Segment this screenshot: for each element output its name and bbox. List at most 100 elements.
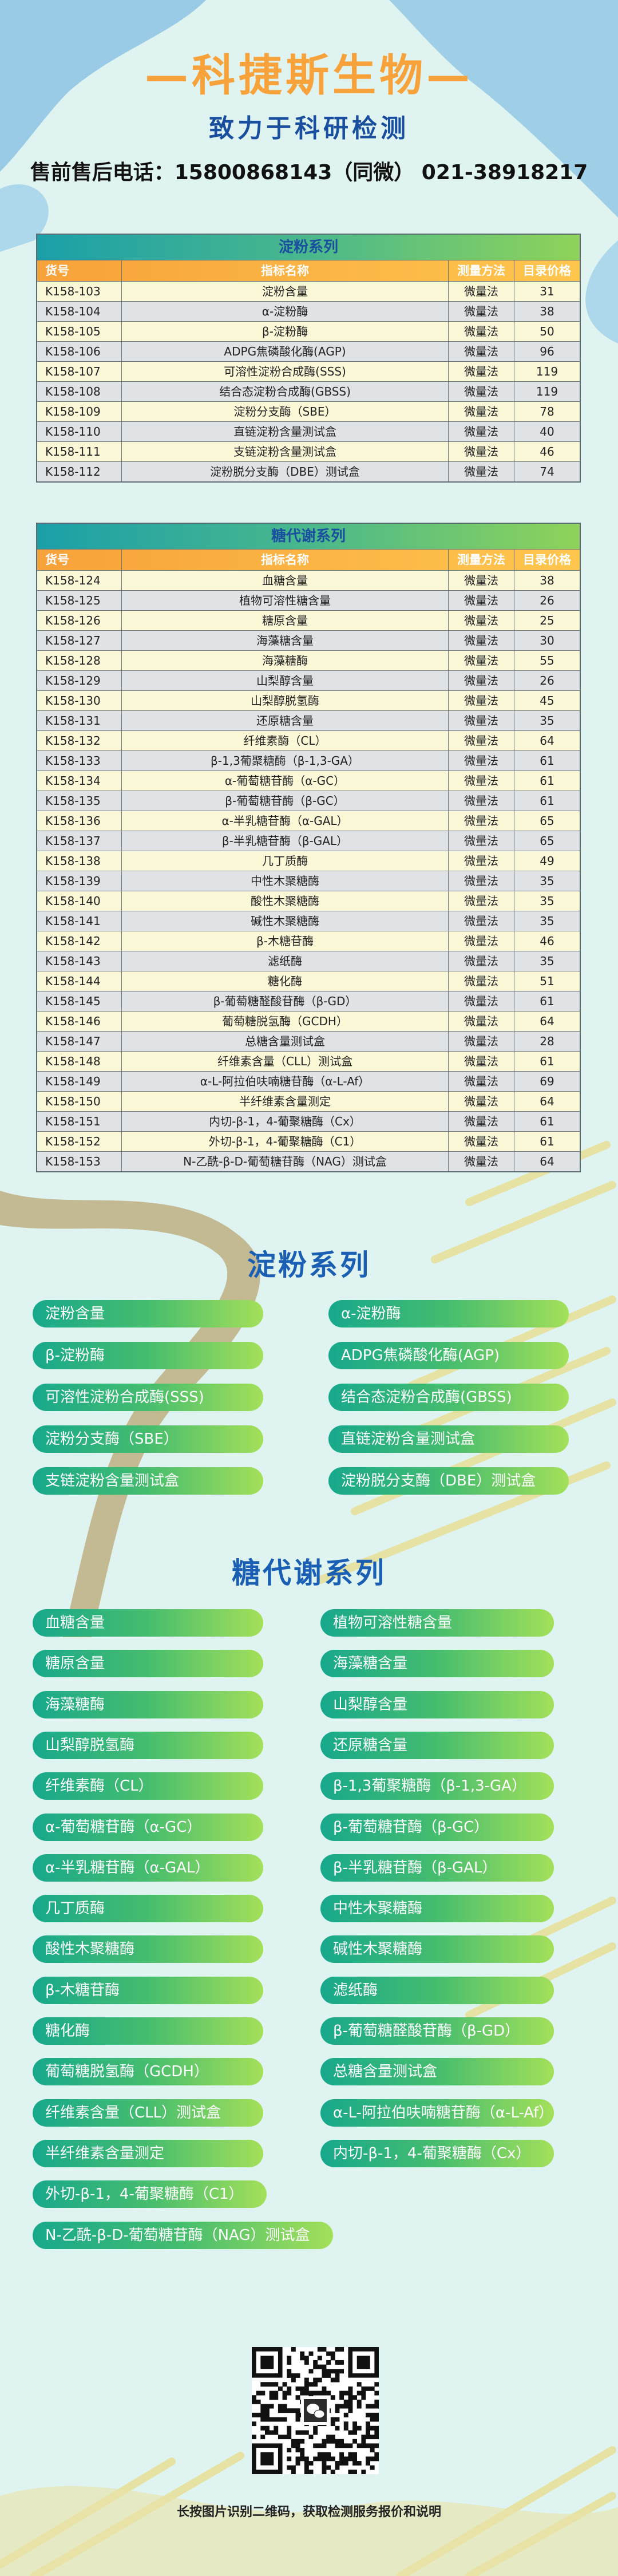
qr-module bbox=[260, 2408, 266, 2413]
cell: 61 bbox=[514, 751, 580, 771]
qr-module bbox=[322, 2369, 327, 2374]
qr-module bbox=[343, 2399, 348, 2404]
qr-module bbox=[322, 2443, 327, 2448]
cell: 微量法 bbox=[448, 322, 514, 341]
qr-module bbox=[322, 2373, 327, 2378]
qr-module bbox=[361, 2439, 366, 2444]
qr-module bbox=[366, 2386, 370, 2391]
qr-module bbox=[356, 2461, 362, 2466]
qr-module bbox=[366, 2421, 370, 2427]
cell: 山梨醇含量 bbox=[121, 671, 448, 690]
qr-module bbox=[370, 2435, 375, 2440]
qr-module bbox=[295, 2461, 300, 2466]
cell: 可溶性淀粉合成酶(SSS) bbox=[121, 362, 448, 381]
qr-module bbox=[348, 2399, 353, 2404]
table-row: K158-127 海藻糖含量 微量法 30 bbox=[37, 630, 580, 650]
qr-module bbox=[308, 2382, 314, 2387]
cell: K158-151 bbox=[45, 1115, 101, 1128]
table-row: K158-142 β-木糖苷酶 微量法 46 bbox=[37, 931, 580, 951]
table-row: K158-135 β-葡萄糖苷酶（β-GC） 微量法 61 bbox=[37, 791, 580, 811]
table-row: K158-125 植物可溶性糖含量 微量法 26 bbox=[37, 590, 580, 610]
qr-module bbox=[300, 2386, 305, 2391]
qr-module bbox=[317, 2356, 322, 2361]
qr-module bbox=[264, 2412, 270, 2417]
qr-module bbox=[260, 2452, 274, 2466]
qr-module bbox=[287, 2373, 292, 2378]
header-cell: 货号 bbox=[45, 264, 69, 278]
cell: K158-126 bbox=[45, 614, 101, 627]
cell: 内切-β-1，4-葡聚糖酶（Cx） bbox=[121, 1112, 448, 1131]
qr-module bbox=[348, 2395, 353, 2400]
qr-module bbox=[348, 2391, 353, 2396]
qr-module bbox=[326, 2369, 331, 2374]
qr-module bbox=[282, 2408, 287, 2413]
cell: K158-103 bbox=[45, 285, 101, 298]
table-row: K158-138 几丁质酶 微量法 49 bbox=[37, 851, 580, 871]
item-pill: 直链淀粉含量测试盒 bbox=[328, 1425, 569, 1453]
qr-module bbox=[343, 2404, 348, 2409]
qr-module bbox=[308, 2369, 314, 2374]
qr-module bbox=[361, 2386, 366, 2391]
cell: 淀粉含量 bbox=[121, 282, 448, 301]
cell: 微量法 bbox=[448, 571, 514, 590]
qr-module bbox=[339, 2443, 344, 2448]
cell: K158-145 bbox=[45, 994, 101, 1008]
qr-module bbox=[326, 2452, 331, 2457]
qr-module bbox=[313, 2443, 318, 2448]
qr-module bbox=[374, 2382, 379, 2387]
qr-module bbox=[348, 2470, 353, 2474]
item-pill: 纤维素酶（CL） bbox=[33, 1772, 263, 1800]
cell: 微量法 bbox=[448, 342, 514, 361]
qr-module bbox=[287, 2430, 292, 2435]
cell: 微量法 bbox=[448, 631, 514, 650]
item-pill: 糖化酶 bbox=[33, 2017, 263, 2045]
cell: 119 bbox=[514, 362, 580, 381]
item-pill: 淀粉含量 bbox=[33, 1300, 263, 1327]
qr-module bbox=[348, 2386, 353, 2391]
cell: β-木糖苷酶 bbox=[121, 931, 448, 951]
cell: K158-129 bbox=[45, 674, 101, 688]
cell: K158-142 bbox=[45, 934, 101, 948]
qr-module bbox=[339, 2369, 344, 2374]
qr-module bbox=[330, 2395, 335, 2400]
cell: 50 bbox=[514, 322, 580, 341]
cell: 51 bbox=[514, 971, 580, 991]
table-row: K158-134 α-葡萄糖苷酶（α-GC） 微量法 61 bbox=[37, 771, 580, 791]
item-pill: 半纤维素含量测定 bbox=[33, 2139, 263, 2167]
qr-module bbox=[322, 2470, 327, 2474]
qr-module bbox=[352, 2421, 358, 2427]
cell: 微量法 bbox=[448, 811, 514, 831]
cell: K158-152 bbox=[45, 1135, 101, 1148]
qr-module bbox=[308, 2435, 314, 2440]
qr-module bbox=[356, 2443, 362, 2448]
qr-module bbox=[300, 2439, 305, 2444]
cell: 61 bbox=[514, 991, 580, 1011]
qr-module bbox=[366, 2443, 370, 2448]
qr-module bbox=[352, 2425, 358, 2431]
table-row: K158-151 内切-β-1，4-葡聚糖酶（Cx） 微量法 61 bbox=[37, 1111, 580, 1131]
qr-module bbox=[304, 2360, 309, 2365]
qr-module bbox=[374, 2435, 379, 2440]
qr-module bbox=[339, 2360, 344, 2365]
cell: 64 bbox=[514, 731, 580, 750]
item-pill: 可溶性淀粉合成酶(SSS) bbox=[33, 1384, 263, 1411]
cell: 滤纸酶 bbox=[121, 951, 448, 971]
qr-module bbox=[313, 2425, 318, 2431]
qr-module bbox=[313, 2360, 318, 2365]
cell: α-淀粉酶 bbox=[121, 302, 448, 321]
cell: 微量法 bbox=[448, 442, 514, 461]
table-header: 货号 指标名称 测量方法 目录价格 bbox=[37, 549, 580, 570]
qr-module bbox=[287, 2360, 292, 2365]
qr-module bbox=[335, 2377, 340, 2383]
cell: 微量法 bbox=[448, 362, 514, 381]
qr-module bbox=[343, 2425, 348, 2431]
cell: 38 bbox=[514, 571, 580, 590]
cell: β-半乳糖苷酶（β-GAL） bbox=[121, 831, 448, 851]
item-pill: α-L-阿拉伯呋喃糖苷酶（α-L-Af） bbox=[320, 2099, 554, 2127]
cell: 49 bbox=[514, 851, 580, 871]
cell: 64 bbox=[514, 1092, 580, 1111]
qr-module bbox=[322, 2347, 327, 2352]
cell: α-葡萄糖苷酶（α-GC） bbox=[121, 771, 448, 791]
title: —科捷斯生物— bbox=[145, 50, 473, 101]
qr-module bbox=[370, 2412, 375, 2417]
